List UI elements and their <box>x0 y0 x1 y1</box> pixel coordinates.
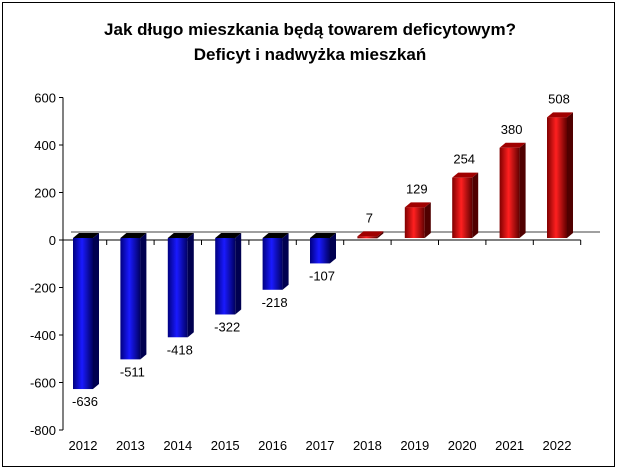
bar <box>499 147 520 238</box>
data-label: -107 <box>309 268 335 283</box>
bar-side <box>93 233 99 390</box>
y-tick-label: -800 <box>30 423 56 438</box>
data-label: -418 <box>167 342 193 357</box>
bar-top <box>73 233 99 238</box>
chart-title: Jak długo mieszkania będą towarem deficy… <box>104 20 516 39</box>
bar-side <box>519 142 526 238</box>
data-label: 380 <box>501 122 523 137</box>
bar-top <box>452 172 479 178</box>
x-tick-label: 2017 <box>306 438 335 453</box>
x-tick-label: 2016 <box>258 438 287 453</box>
bar <box>452 177 473 238</box>
data-label: -322 <box>214 319 240 334</box>
x-tick-label: 2019 <box>400 438 429 453</box>
y-tick-label: 600 <box>34 91 56 106</box>
bar-top <box>404 202 431 208</box>
y-tick-label: -400 <box>30 328 56 343</box>
bar-top <box>215 233 242 238</box>
bar <box>262 238 283 290</box>
bar <box>404 207 425 238</box>
x-tick-label: 2014 <box>163 438 192 453</box>
bar-side <box>187 233 194 338</box>
bar-side <box>472 172 479 238</box>
chart-subtitle: Deficyt i nadwyżka mieszkań <box>193 45 427 64</box>
x-tick-label: 2020 <box>448 438 477 453</box>
x-tick-label: 2012 <box>69 438 98 453</box>
y-tick-label: 400 <box>34 138 56 153</box>
bar <box>73 238 93 390</box>
bar-side <box>377 231 384 239</box>
y-tick-label: -200 <box>30 281 56 296</box>
bar-side <box>424 202 431 238</box>
bar-top <box>167 233 194 238</box>
data-label: 129 <box>406 181 428 196</box>
bar <box>357 236 378 239</box>
bar-side <box>282 233 289 290</box>
y-tick-label: 200 <box>34 186 56 201</box>
x-tick-label: 2022 <box>543 438 572 453</box>
bar <box>215 238 236 315</box>
bar-top <box>357 231 384 237</box>
data-label: 7 <box>366 210 373 225</box>
x-tick-label: 2018 <box>353 438 382 453</box>
x-tick-label: 2015 <box>211 438 240 453</box>
bar-top <box>499 142 526 148</box>
bar-top <box>262 233 289 238</box>
chart-frame <box>2 2 615 467</box>
x-tick-label: 2013 <box>116 438 145 453</box>
data-label: 254 <box>453 152 475 167</box>
bar-top <box>120 233 147 238</box>
data-label: 508 <box>548 91 570 106</box>
data-label: -218 <box>262 295 288 310</box>
bar-top <box>547 112 573 118</box>
bar-side <box>235 233 242 315</box>
bar <box>547 117 567 238</box>
data-label: -511 <box>120 364 145 379</box>
x-tick-label: 2021 <box>495 438 524 453</box>
bar <box>120 238 141 360</box>
bar-top <box>310 233 336 238</box>
bar <box>310 238 330 264</box>
bar-side <box>330 233 336 264</box>
bar-side <box>140 233 147 360</box>
y-tick-label: 0 <box>49 233 56 248</box>
data-label: -636 <box>72 394 98 409</box>
y-tick-label: -600 <box>30 376 56 391</box>
bar-side <box>567 112 573 238</box>
bar <box>167 238 188 338</box>
